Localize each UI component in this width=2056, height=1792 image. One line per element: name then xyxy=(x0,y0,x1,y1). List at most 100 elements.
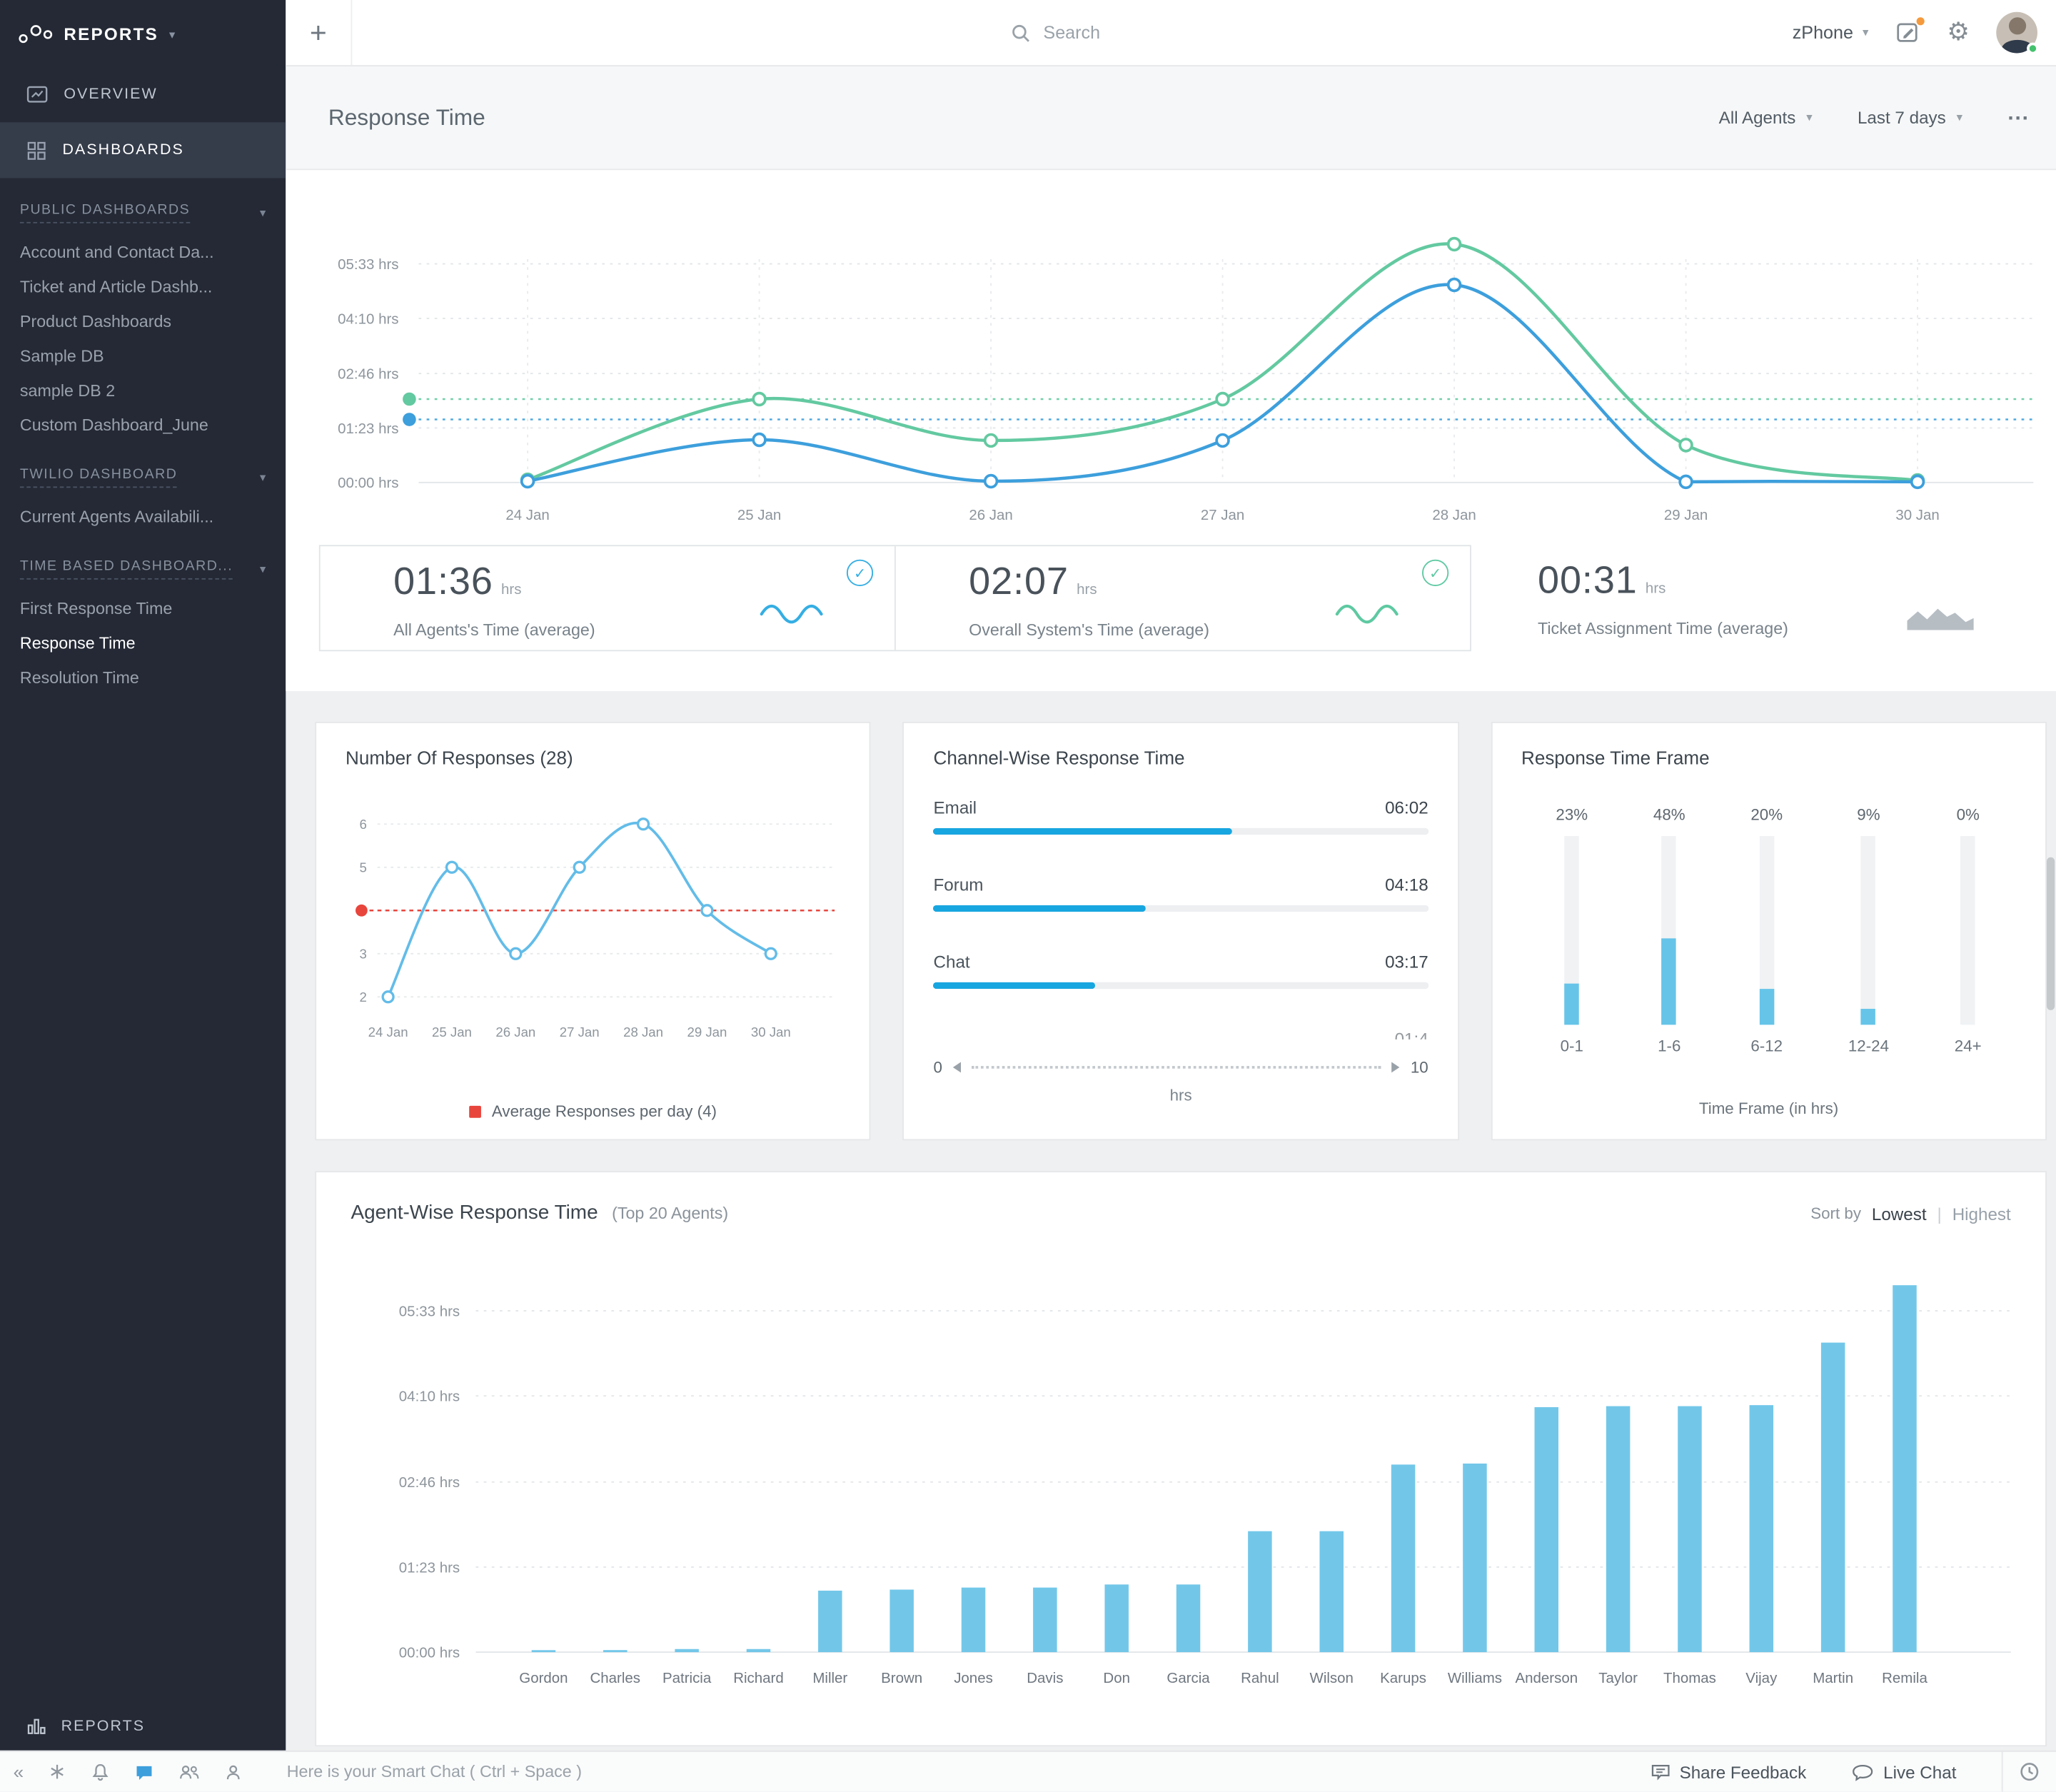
reports-logo-icon xyxy=(19,21,53,46)
collapse-icon[interactable]: « xyxy=(13,1761,24,1783)
timeframe-category: 12-24 xyxy=(1848,1037,1890,1056)
reports-brand[interactable]: REPORTS ▾ xyxy=(0,0,286,66)
svg-text:Davis: Davis xyxy=(1027,1670,1063,1686)
search-input[interactable] xyxy=(1043,22,1296,43)
user-avatar[interactable] xyxy=(1996,11,2039,55)
svg-text:27 Jan: 27 Jan xyxy=(1201,507,1244,523)
more-options-button[interactable]: ... xyxy=(2007,101,2030,125)
page-header: Response Time All Agents ▾ Last 7 days ▾… xyxy=(286,66,2056,171)
sidebar-item-account-and-contact-da[interactable]: Account and Contact Da... xyxy=(19,243,214,262)
sidebar-section-twilio-dashboard: TWILIO DASHBOARD ▾ Current Agents Availabi… xyxy=(0,466,286,534)
dashboards-label: DASHBOARDS xyxy=(62,142,184,158)
sidebar-section-public-dashboards: PUBLIC DASHBOARDS ▾ Account and Contact Da… xyxy=(0,202,286,443)
svg-text:02:46 hrs: 02:46 hrs xyxy=(338,366,398,383)
sidebar-item-resolution-time[interactable]: Resolution Time xyxy=(19,668,139,688)
sidebar-item-first-response-time[interactable]: First Response Time xyxy=(19,599,173,618)
stat-unit: hrs xyxy=(1077,582,1097,598)
stat-card-ticket-assignment-time-average[interactable]: 00:31 hrs Ticket Assignment Time (average) xyxy=(1475,545,2047,651)
sidebar-item-product-dashboards[interactable]: Product Dashboards xyxy=(19,312,172,331)
response-time-frame-card: Response Time Frame 23% 0-1 48% 1-6 20% 6-12 9… xyxy=(1491,721,2047,1141)
sidebar: REPORTS ▾ OVERVIEW DASHBOARDS PUBLIC DAS… xyxy=(0,0,286,1751)
channel-value: 06:02 xyxy=(1385,797,1428,817)
date-range-filter[interactable]: Last 7 days ▾ xyxy=(1858,108,1962,128)
feedback-flag-icon xyxy=(1651,1763,1670,1781)
notifications-bell-icon[interactable] xyxy=(90,1762,110,1782)
channel-progress-fill xyxy=(933,905,1147,912)
add-button[interactable]: + xyxy=(286,0,353,66)
sidebar-item-overview[interactable]: OVERVIEW xyxy=(0,66,286,122)
svg-text:Don: Don xyxy=(1103,1670,1130,1686)
stat-label: Ticket Assignment Time (average) xyxy=(1537,619,1788,638)
sidebar-item-reports-bottom[interactable]: REPORTS xyxy=(0,1717,286,1734)
svg-text:Jones: Jones xyxy=(954,1670,993,1686)
channel-progress-fill xyxy=(933,982,1096,990)
sidebar-item-dashboards[interactable]: DASHBOARDS xyxy=(0,122,286,178)
section-header-twilio-dashboard[interactable]: TWILIO DASHBOARD ▾ xyxy=(19,466,266,488)
feedback-icon xyxy=(1897,23,1918,42)
stat-card-overall-system-s-time-average[interactable]: 02:07 hrs Overall System's Time (average) ✓ xyxy=(896,546,1470,650)
svg-text:26 Jan: 26 Jan xyxy=(969,507,1012,523)
channel-list[interactable]: Email 06:02 Forum 04:18 Chat 03:17 01:4 xyxy=(933,771,1428,1040)
stat-unit: hrs xyxy=(501,582,522,598)
section-header-time-based-dashboard[interactable]: TIME BASED DASHBOARD... ▾ xyxy=(19,558,266,580)
settings-gear-icon[interactable]: ⚙ xyxy=(1947,19,1970,47)
live-chat-icon xyxy=(1851,1763,1874,1781)
search-icon xyxy=(1010,22,1032,44)
wave-sparkline-icon xyxy=(1335,604,1399,624)
share-feedback-button[interactable]: Share Feedback xyxy=(1651,1761,1807,1782)
timeframe-bar-24: 0% 24+ xyxy=(1955,805,1982,1055)
chat-bubble-icon[interactable] xyxy=(134,1762,154,1782)
sidebar-item-custom-dashboard-june[interactable]: Custom Dashboard_June xyxy=(19,416,208,435)
global-search[interactable] xyxy=(1010,0,1296,65)
agents-filter-label: All Agents xyxy=(1718,107,1796,128)
sort-lowest-option[interactable]: Lowest xyxy=(1871,1203,1927,1224)
agent-wise-response-card: Agent-Wise Response Time (Top 20 Agents)… xyxy=(315,1171,2047,1747)
sidebar-item-sample-db[interactable]: Sample DB xyxy=(19,346,104,366)
smart-chat-hint[interactable]: Here is your Smart Chat ( Ctrl + Space ) xyxy=(286,1762,582,1781)
section-header-public-dashboards[interactable]: PUBLIC DASHBOARDS ▾ xyxy=(19,202,266,223)
selected-check-icon[interactable]: ✓ xyxy=(846,559,874,587)
statusbar: « Here is your Smart Chat ( Ctrl + Space… xyxy=(0,1750,2056,1792)
svg-text:28 Jan: 28 Jan xyxy=(623,1025,663,1040)
svg-text:Anderson: Anderson xyxy=(1515,1670,1578,1686)
feedback-button[interactable] xyxy=(1895,16,1926,45)
sort-highest-option[interactable]: Highest xyxy=(1952,1203,2011,1224)
agents-filter[interactable]: All Agents ▾ xyxy=(1719,108,1813,128)
channel-progress-fill xyxy=(933,827,1232,835)
channel-label: Chat xyxy=(933,951,970,972)
share-feedback-label: Share Feedback xyxy=(1679,1761,1807,1782)
stat-card-all-agents-s-time-average[interactable]: 01:36 hrs All Agents's Time (average) ✓ xyxy=(321,546,896,650)
svg-text:Martin: Martin xyxy=(1813,1670,1853,1686)
svg-text:Richard: Richard xyxy=(733,1670,784,1686)
card-title: Channel-Wise Response Time xyxy=(933,747,1185,769)
slider-unit-label: hrs xyxy=(1169,1086,1192,1105)
slider-left-arrow-icon[interactable] xyxy=(952,1062,962,1073)
svg-text:Vijay: Vijay xyxy=(1745,1670,1778,1686)
product-selector[interactable]: zPhone ▾ xyxy=(1793,23,1869,43)
timeframe-fill xyxy=(1861,1009,1876,1025)
svg-text:Patricia: Patricia xyxy=(662,1670,712,1686)
hours-range-slider[interactable]: 0 10 xyxy=(934,1058,1428,1077)
stat-value: 02:07 xyxy=(969,560,1069,604)
live-chat-button[interactable]: Live Chat xyxy=(1851,1762,1956,1782)
response-trend-chart: 00:00 hrs 01:23 hrs 02:46 hrs 04:10 hrs 05:3… xyxy=(338,236,2034,523)
selected-check-icon[interactable]: ✓ xyxy=(1422,559,1449,587)
sidebar-item-current-agents-availabili[interactable]: Current Agents Availabili... xyxy=(19,508,214,527)
channel-row-chat: Chat 03:17 xyxy=(933,925,1428,1002)
contacts-icon[interactable] xyxy=(178,1763,201,1781)
sidebar-item-sample-db-2[interactable]: sample DB 2 xyxy=(19,381,116,401)
zia-icon[interactable] xyxy=(48,1763,66,1781)
slider-right-arrow-icon[interactable] xyxy=(1391,1062,1400,1073)
channel-value: 04:18 xyxy=(1385,874,1428,895)
agent-icon[interactable] xyxy=(224,1763,241,1781)
time-tracking-clock-icon[interactable] xyxy=(2001,1751,2056,1792)
sidebar-item-ticket-and-article-dashb[interactable]: Ticket and Article Dashb... xyxy=(19,278,213,297)
slider-track[interactable] xyxy=(971,1066,1381,1069)
channel-row-forum: Forum 04:18 xyxy=(933,848,1428,925)
sidebar-item-response-time[interactable]: Response Time xyxy=(19,634,136,653)
scrollbar-thumb[interactable] xyxy=(2047,857,2055,1010)
svg-text:Garcia: Garcia xyxy=(1166,1670,1210,1686)
timeframe-percentage: 48% xyxy=(1653,805,1685,825)
svg-text:05:33 hrs: 05:33 hrs xyxy=(338,256,398,273)
